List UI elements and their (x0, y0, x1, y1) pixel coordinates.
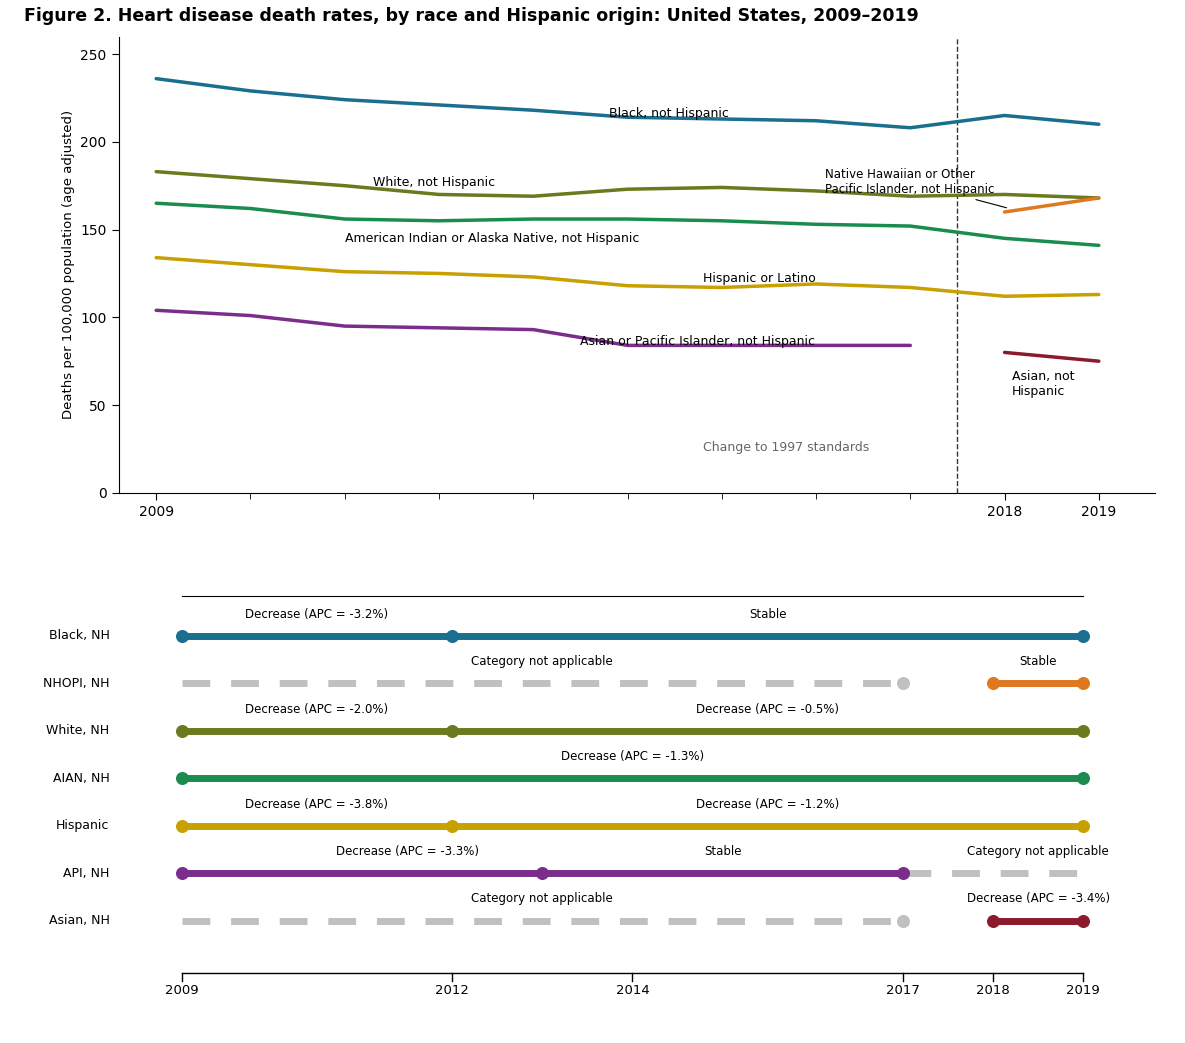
Point (533, 865, 552, 881)
Text: Decrease (APC = -1.3%): Decrease (APC = -1.3%) (561, 750, 704, 763)
Text: Category not applicable: Category not applicable (967, 845, 1109, 858)
Text: White, NH: White, NH (46, 724, 109, 737)
Text: Black, NH: Black, NH (49, 629, 109, 642)
Text: American Indian or Alaska Native, not Hispanic: American Indian or Alaska Native, not Hi… (345, 232, 639, 245)
Text: 2014: 2014 (615, 984, 649, 997)
Text: Black, not Hispanic: Black, not Hispanic (609, 107, 729, 120)
Text: 2009: 2009 (165, 984, 198, 997)
Point (172, 865, 191, 881)
Point (893, 865, 912, 881)
Text: Asian, not
Hispanic: Asian, not Hispanic (1012, 370, 1075, 398)
Text: Category not applicable: Category not applicable (472, 655, 613, 669)
Point (443, 818, 462, 834)
Text: Stable: Stable (704, 845, 742, 858)
Point (172, 723, 191, 739)
Point (443, 628, 462, 645)
Text: Decrease (APC = -0.5%): Decrease (APC = -0.5%) (696, 703, 839, 715)
Text: Change to 1997 standards: Change to 1997 standards (703, 441, 869, 454)
Text: Asian or Pacific Islander, not Hispanic: Asian or Pacific Islander, not Hispanic (581, 336, 815, 348)
Point (984, 913, 1003, 929)
Text: Decrease (APC = -3.2%): Decrease (APC = -3.2%) (245, 608, 389, 621)
Text: Category not applicable: Category not applicable (472, 893, 613, 905)
Text: White, not Hispanic: White, not Hispanic (373, 175, 495, 189)
Point (1074, 770, 1093, 786)
Text: Decrease (APC = -3.4%): Decrease (APC = -3.4%) (967, 893, 1109, 905)
Point (172, 628, 191, 645)
Point (1074, 628, 1093, 645)
Text: AIAN, NH: AIAN, NH (53, 772, 109, 784)
Text: Hispanic: Hispanic (56, 819, 109, 832)
Text: Figure 2. Heart disease death rates, by race and Hispanic origin: United States,: Figure 2. Heart disease death rates, by … (24, 7, 918, 25)
Text: Stable: Stable (749, 608, 787, 621)
Point (172, 818, 191, 834)
Point (893, 675, 912, 692)
Text: 2019: 2019 (1066, 984, 1100, 997)
Text: NHOPI, NH: NHOPI, NH (43, 677, 109, 689)
Point (1074, 675, 1093, 692)
Text: Decrease (APC = -3.3%): Decrease (APC = -3.3%) (335, 845, 479, 858)
Text: Stable: Stable (1019, 655, 1057, 669)
Point (893, 913, 912, 929)
Text: Decrease (APC = -1.2%): Decrease (APC = -1.2%) (696, 798, 839, 810)
Point (172, 770, 191, 786)
Text: Decrease (APC = -2.0%): Decrease (APC = -2.0%) (245, 703, 389, 715)
Point (443, 723, 462, 739)
Y-axis label: Deaths per 100,000 population (age adjusted): Deaths per 100,000 population (age adjus… (62, 111, 75, 419)
Text: Hispanic or Latino: Hispanic or Latino (703, 272, 815, 285)
Point (1074, 818, 1093, 834)
Text: Native Hawaiian or Other
Pacific Islander, not Hispanic: Native Hawaiian or Other Pacific Islande… (826, 168, 1006, 208)
Text: API, NH: API, NH (63, 867, 109, 879)
Text: Decrease (APC = -3.8%): Decrease (APC = -3.8%) (245, 798, 389, 810)
Point (1074, 913, 1093, 929)
Point (984, 675, 1003, 692)
Text: 2017: 2017 (886, 984, 920, 997)
Text: 2012: 2012 (435, 984, 469, 997)
Text: 2018: 2018 (976, 984, 1010, 997)
Text: Asian, NH: Asian, NH (49, 914, 109, 927)
Point (1074, 723, 1093, 739)
